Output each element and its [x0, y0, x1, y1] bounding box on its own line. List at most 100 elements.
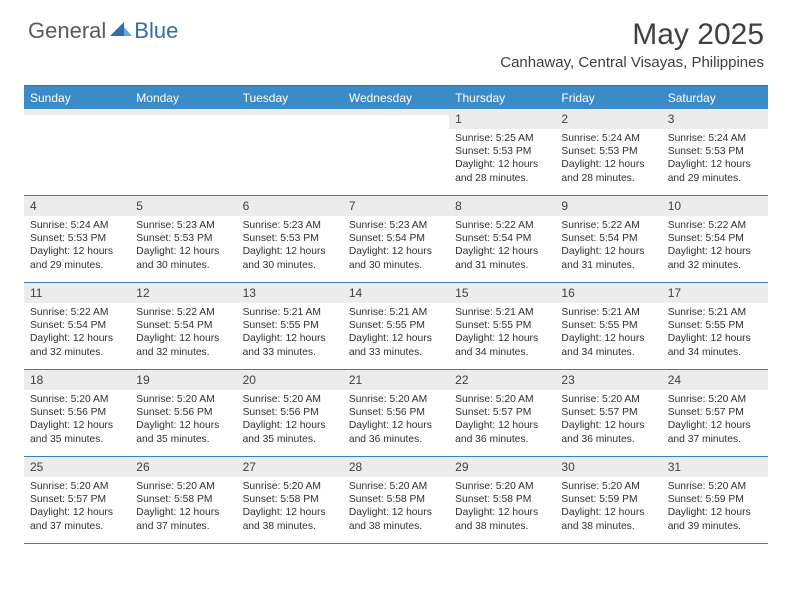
month-title: May 2025	[500, 18, 764, 52]
day-details	[343, 115, 449, 124]
day-number: 30	[555, 457, 661, 477]
day-number: 16	[555, 283, 661, 303]
location: Canhaway, Central Visayas, Philippines	[500, 54, 764, 71]
week-row: 11Sunrise: 5:22 AMSunset: 5:54 PMDayligh…	[24, 283, 768, 370]
day-cell: 6Sunrise: 5:23 AMSunset: 5:53 PMDaylight…	[237, 196, 343, 282]
day-number: 14	[343, 283, 449, 303]
day-header-row: SundayMondayTuesdayWednesdayThursdayFrid…	[24, 87, 768, 109]
day-details	[130, 115, 236, 124]
day-details: Sunrise: 5:24 AMSunset: 5:53 PMDaylight:…	[555, 129, 661, 191]
logo-text-blue: Blue	[134, 18, 178, 44]
day-details: Sunrise: 5:21 AMSunset: 5:55 PMDaylight:…	[237, 303, 343, 365]
day-header-cell: Wednesday	[343, 87, 449, 109]
day-cell: 5Sunrise: 5:23 AMSunset: 5:53 PMDaylight…	[130, 196, 236, 282]
day-number: 11	[24, 283, 130, 303]
day-header-cell: Friday	[555, 87, 661, 109]
day-cell: 14Sunrise: 5:21 AMSunset: 5:55 PMDayligh…	[343, 283, 449, 369]
week-row: 4Sunrise: 5:24 AMSunset: 5:53 PMDaylight…	[24, 196, 768, 283]
day-cell: 8Sunrise: 5:22 AMSunset: 5:54 PMDaylight…	[449, 196, 555, 282]
day-details: Sunrise: 5:20 AMSunset: 5:57 PMDaylight:…	[24, 477, 130, 539]
day-details: Sunrise: 5:20 AMSunset: 5:59 PMDaylight:…	[662, 477, 768, 539]
day-cell: 11Sunrise: 5:22 AMSunset: 5:54 PMDayligh…	[24, 283, 130, 369]
day-number: 2	[555, 109, 661, 129]
day-number: 1	[449, 109, 555, 129]
day-header-cell: Thursday	[449, 87, 555, 109]
day-details: Sunrise: 5:22 AMSunset: 5:54 PMDaylight:…	[449, 216, 555, 278]
day-number: 17	[662, 283, 768, 303]
day-details: Sunrise: 5:21 AMSunset: 5:55 PMDaylight:…	[662, 303, 768, 365]
day-cell	[237, 109, 343, 195]
day-cell: 30Sunrise: 5:20 AMSunset: 5:59 PMDayligh…	[555, 457, 661, 543]
day-cell	[130, 109, 236, 195]
day-number: 9	[555, 196, 661, 216]
day-details: Sunrise: 5:21 AMSunset: 5:55 PMDaylight:…	[555, 303, 661, 365]
weeks-container: 1Sunrise: 5:25 AMSunset: 5:53 PMDaylight…	[24, 109, 768, 544]
day-number: 10	[662, 196, 768, 216]
logo-triangle-icon	[110, 20, 132, 43]
day-cell: 21Sunrise: 5:20 AMSunset: 5:56 PMDayligh…	[343, 370, 449, 456]
day-details: Sunrise: 5:23 AMSunset: 5:54 PMDaylight:…	[343, 216, 449, 278]
logo-text-general: General	[28, 18, 106, 44]
day-details: Sunrise: 5:20 AMSunset: 5:58 PMDaylight:…	[449, 477, 555, 539]
logo: General Blue	[28, 18, 178, 44]
day-details: Sunrise: 5:21 AMSunset: 5:55 PMDaylight:…	[449, 303, 555, 365]
day-details: Sunrise: 5:20 AMSunset: 5:58 PMDaylight:…	[237, 477, 343, 539]
day-cell: 9Sunrise: 5:22 AMSunset: 5:54 PMDaylight…	[555, 196, 661, 282]
day-number: 24	[662, 370, 768, 390]
day-cell: 18Sunrise: 5:20 AMSunset: 5:56 PMDayligh…	[24, 370, 130, 456]
day-details: Sunrise: 5:20 AMSunset: 5:57 PMDaylight:…	[449, 390, 555, 452]
day-details	[237, 115, 343, 124]
day-details: Sunrise: 5:20 AMSunset: 5:58 PMDaylight:…	[130, 477, 236, 539]
day-cell: 20Sunrise: 5:20 AMSunset: 5:56 PMDayligh…	[237, 370, 343, 456]
day-details: Sunrise: 5:20 AMSunset: 5:56 PMDaylight:…	[237, 390, 343, 452]
day-number: 21	[343, 370, 449, 390]
day-details: Sunrise: 5:24 AMSunset: 5:53 PMDaylight:…	[24, 216, 130, 278]
day-number: 20	[237, 370, 343, 390]
day-details: Sunrise: 5:20 AMSunset: 5:58 PMDaylight:…	[343, 477, 449, 539]
day-cell: 13Sunrise: 5:21 AMSunset: 5:55 PMDayligh…	[237, 283, 343, 369]
day-cell: 23Sunrise: 5:20 AMSunset: 5:57 PMDayligh…	[555, 370, 661, 456]
day-number: 7	[343, 196, 449, 216]
day-cell: 22Sunrise: 5:20 AMSunset: 5:57 PMDayligh…	[449, 370, 555, 456]
title-block: May 2025 Canhaway, Central Visayas, Phil…	[500, 18, 764, 71]
day-cell: 19Sunrise: 5:20 AMSunset: 5:56 PMDayligh…	[130, 370, 236, 456]
day-details: Sunrise: 5:22 AMSunset: 5:54 PMDaylight:…	[130, 303, 236, 365]
day-cell: 2Sunrise: 5:24 AMSunset: 5:53 PMDaylight…	[555, 109, 661, 195]
day-details: Sunrise: 5:22 AMSunset: 5:54 PMDaylight:…	[662, 216, 768, 278]
day-number: 3	[662, 109, 768, 129]
day-cell: 12Sunrise: 5:22 AMSunset: 5:54 PMDayligh…	[130, 283, 236, 369]
day-cell	[24, 109, 130, 195]
day-number: 12	[130, 283, 236, 303]
day-header-cell: Monday	[130, 87, 236, 109]
day-header-cell: Sunday	[24, 87, 130, 109]
day-number: 15	[449, 283, 555, 303]
day-cell: 26Sunrise: 5:20 AMSunset: 5:58 PMDayligh…	[130, 457, 236, 543]
day-cell: 25Sunrise: 5:20 AMSunset: 5:57 PMDayligh…	[24, 457, 130, 543]
day-cell: 31Sunrise: 5:20 AMSunset: 5:59 PMDayligh…	[662, 457, 768, 543]
day-details: Sunrise: 5:24 AMSunset: 5:53 PMDaylight:…	[662, 129, 768, 191]
day-number: 13	[237, 283, 343, 303]
day-cell: 15Sunrise: 5:21 AMSunset: 5:55 PMDayligh…	[449, 283, 555, 369]
day-number: 23	[555, 370, 661, 390]
calendar: SundayMondayTuesdayWednesdayThursdayFrid…	[24, 85, 768, 544]
day-number: 29	[449, 457, 555, 477]
day-cell: 24Sunrise: 5:20 AMSunset: 5:57 PMDayligh…	[662, 370, 768, 456]
day-number: 31	[662, 457, 768, 477]
day-details: Sunrise: 5:20 AMSunset: 5:57 PMDaylight:…	[662, 390, 768, 452]
day-cell: 7Sunrise: 5:23 AMSunset: 5:54 PMDaylight…	[343, 196, 449, 282]
day-header-cell: Tuesday	[237, 87, 343, 109]
day-details: Sunrise: 5:20 AMSunset: 5:56 PMDaylight:…	[130, 390, 236, 452]
header: General Blue May 2025 Canhaway, Central …	[0, 0, 792, 75]
day-details: Sunrise: 5:23 AMSunset: 5:53 PMDaylight:…	[237, 216, 343, 278]
day-number: 8	[449, 196, 555, 216]
day-cell: 17Sunrise: 5:21 AMSunset: 5:55 PMDayligh…	[662, 283, 768, 369]
day-details: Sunrise: 5:23 AMSunset: 5:53 PMDaylight:…	[130, 216, 236, 278]
day-number: 18	[24, 370, 130, 390]
week-row: 18Sunrise: 5:20 AMSunset: 5:56 PMDayligh…	[24, 370, 768, 457]
day-details	[24, 115, 130, 124]
day-cell: 10Sunrise: 5:22 AMSunset: 5:54 PMDayligh…	[662, 196, 768, 282]
day-number: 26	[130, 457, 236, 477]
day-number: 4	[24, 196, 130, 216]
day-details: Sunrise: 5:20 AMSunset: 5:56 PMDaylight:…	[24, 390, 130, 452]
day-number: 28	[343, 457, 449, 477]
